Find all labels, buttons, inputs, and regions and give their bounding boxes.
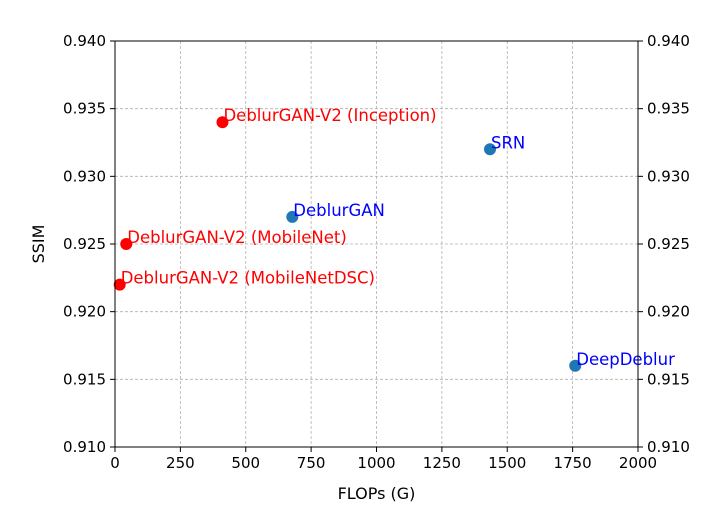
x-tick-label: 1250: [423, 454, 461, 472]
data-point: [216, 116, 229, 129]
y-tick-label-right: 0.935: [647, 100, 690, 118]
x-tick-label: 1000: [357, 454, 395, 472]
y-tick-label-right: 0.910: [647, 438, 690, 456]
y-tick-label-left: 0.925: [63, 235, 106, 253]
y-tick-label-left: 0.935: [63, 100, 106, 118]
data-point-label: DeepDeblur: [576, 350, 675, 369]
y-tick-label-right: 0.925: [647, 235, 690, 253]
data-point: [120, 238, 133, 250]
data-point-label: DeblurGAN-V2 (MobileNet): [127, 228, 347, 247]
y-axis-label: SSIM: [29, 225, 48, 264]
x-tick-label: 750: [297, 454, 326, 472]
y-tick-label-right: 0.920: [647, 303, 690, 321]
y-tick-label-left: 0.920: [63, 303, 106, 321]
x-tick-label: 2000: [619, 454, 657, 472]
x-tick-label: 500: [231, 454, 260, 472]
x-tick-label: 0: [110, 454, 120, 472]
y-tick-label-left: 0.910: [63, 438, 106, 456]
y-tick-label-left: 0.940: [63, 32, 106, 50]
data-point-label: DeblurGAN-V2 (Inception): [223, 106, 436, 125]
data-point: [286, 210, 299, 223]
data-point: [569, 359, 582, 372]
y-tick-label-right: 0.930: [647, 167, 690, 185]
data-point-label: DeblurGAN-V2 (MobileNetDSC): [121, 269, 375, 288]
data-point-label: SRN: [491, 133, 525, 152]
y-tick-label-right: 0.940: [647, 32, 690, 50]
data-point: [483, 143, 496, 156]
y-tick-label-left: 0.930: [63, 167, 106, 185]
points: DeblurGAN-V2 (Inception) DeblurGAN-V2 (Mo…: [113, 106, 675, 372]
y-tick-label-right: 0.915: [647, 370, 690, 388]
x-tick-label: 1750: [554, 454, 592, 472]
plot-frame: [114, 40, 639, 448]
y-tick-label-left: 0.915: [63, 370, 106, 388]
x-tick-label: 1500: [488, 454, 526, 472]
x-tick-label: 250: [166, 454, 195, 472]
data-point: [113, 278, 126, 291]
data-point-label: DeblurGAN: [293, 201, 385, 220]
x-axis-label: FLOPs (G): [338, 484, 416, 503]
